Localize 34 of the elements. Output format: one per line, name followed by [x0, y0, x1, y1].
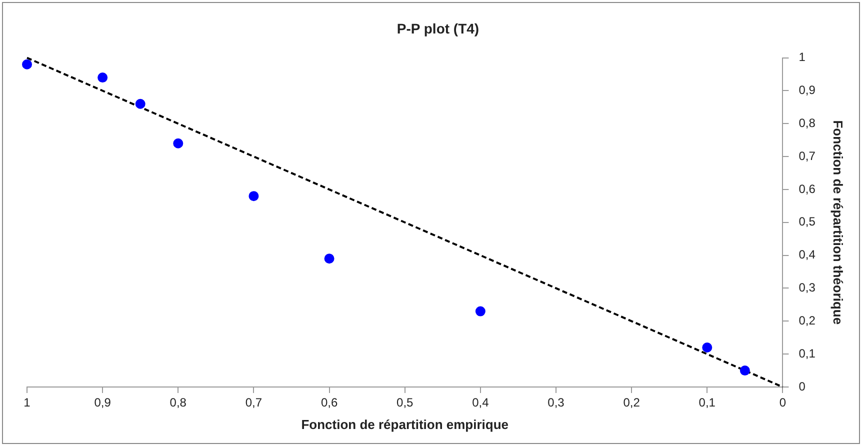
chart-title: P-P plot (T4) — [396, 20, 480, 36]
x-tick-label: 0,9 — [94, 396, 112, 410]
x-tick-label: 0,5 — [396, 396, 414, 410]
point — [98, 72, 108, 83]
x-axis-title: Fonction de répartition empirique — [301, 416, 509, 432]
point — [475, 306, 486, 316]
x-tick-label: 1 — [24, 396, 31, 410]
point — [740, 366, 750, 376]
point — [22, 59, 32, 70]
x-tick-label: 0 — [779, 396, 786, 410]
y-tick-label: 1 — [798, 50, 806, 64]
y-axis-title: Fonction de répartition théorique — [830, 120, 846, 325]
y-tick-label: 0 — [798, 379, 806, 394]
x-tick-label: 0,8 — [170, 396, 187, 410]
point — [702, 342, 712, 352]
point — [324, 254, 334, 264]
y-tick-label: 0,3 — [798, 280, 816, 295]
x-tick-label: 0,2 — [623, 396, 640, 410]
x-tick-label: 0,1 — [698, 396, 716, 410]
y-tick-label: 0,8 — [798, 116, 816, 130]
y-tick-label: 0,4 — [798, 248, 816, 262]
x-tick-label: 0,3 — [548, 396, 565, 410]
y-tick-label: 0,9 — [798, 83, 816, 98]
point — [135, 98, 146, 109]
x-tick-label: 0,4 — [472, 396, 490, 410]
y-tick-label: 0,1 — [798, 346, 816, 360]
point — [173, 138, 184, 148]
point — [248, 191, 259, 202]
x-tick-label: 0,6 — [320, 396, 338, 410]
y-tick-label: 0,6 — [798, 182, 816, 196]
y-tick-label: 0,5 — [798, 214, 816, 229]
y-tick-label: 0,2 — [798, 313, 816, 328]
y-tick-label: 0,7 — [798, 148, 816, 163]
x-tick-label: 0,7 — [245, 396, 262, 410]
